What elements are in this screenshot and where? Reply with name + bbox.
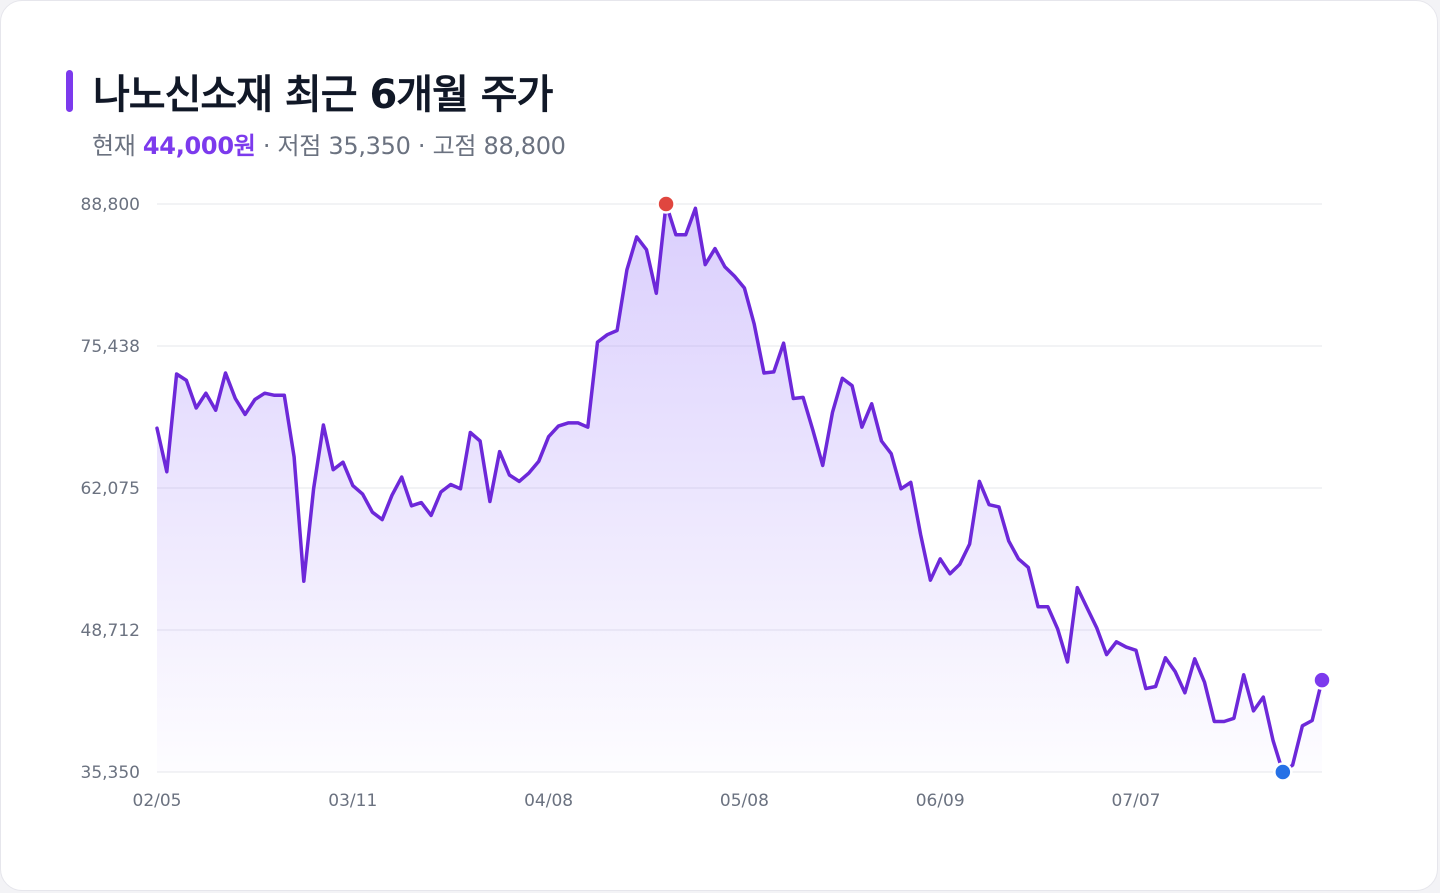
chart-subtitle: 현재 44,000원 · 저점 35,350 · 고점 88,800 — [92, 126, 566, 161]
y-tick-label: 75,438 — [81, 337, 140, 357]
current-price: 44,000원 — [142, 132, 256, 160]
x-tick-label: 03/11 — [328, 791, 377, 811]
x-tick-label: 04/08 — [524, 791, 573, 811]
y-tick-label: 35,350 — [81, 763, 140, 783]
high-point-marker — [656, 194, 676, 214]
price-markers — [656, 194, 1332, 782]
title-accent-bar — [66, 70, 73, 112]
y-axis-ticks: 88,800 75,438 62,075 48,712 35,350 — [81, 195, 140, 783]
x-axis-ticks: 02/05 03/11 04/08 05/08 06/09 07/07 — [133, 791, 1161, 811]
y-tick-label: 48,712 — [81, 621, 140, 641]
chart-title: 나노신소재 최근 6개월 주가 — [93, 72, 553, 118]
price-line — [155, 202, 1324, 774]
x-tick-label: 02/05 — [133, 791, 182, 811]
title-row: 나노신소재 최근 6개월 주가 — [66, 62, 553, 120]
price-area-fill — [157, 204, 1322, 772]
x-tick-label: 06/09 — [916, 791, 965, 811]
current-prefix: 현재 — [92, 132, 136, 160]
x-tick-label: 05/08 — [720, 791, 769, 811]
low-price-label: · 저점 35,350 — [262, 132, 411, 160]
x-tick-label: 07/07 — [1111, 791, 1160, 811]
current-point-marker — [1312, 670, 1332, 690]
high-price-label: · 고점 88,800 — [417, 132, 566, 160]
y-tick-label: 88,800 — [81, 195, 140, 215]
y-tick-label: 62,075 — [81, 479, 140, 499]
low-point-marker — [1273, 762, 1293, 782]
